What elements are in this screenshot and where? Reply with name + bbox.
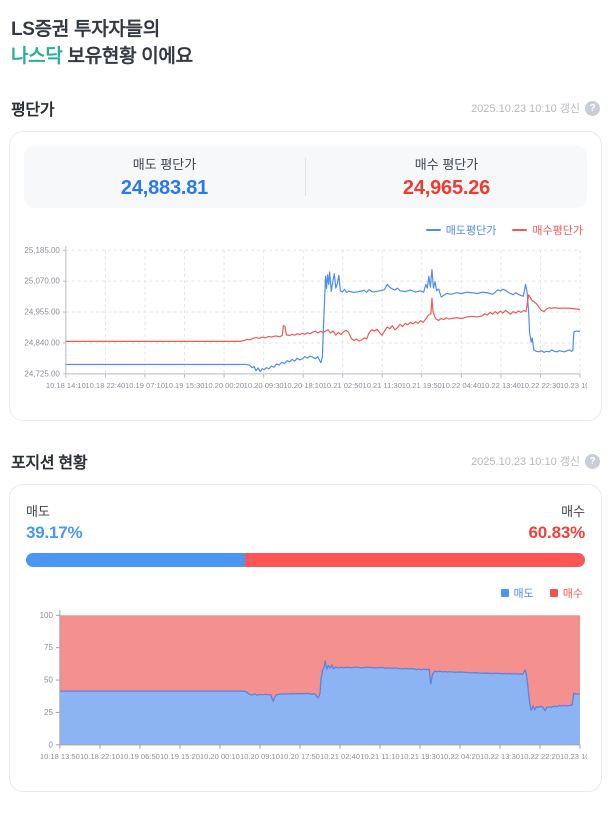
svg-text:10.23 10:10: 10.23 10:10 <box>560 381 587 390</box>
svg-text:10.21 11:30: 10.21 11:30 <box>363 381 402 390</box>
avg-price-card: 매도 평단가 24,883.81 매수 평단가 24,965.26 매도평단가 … <box>9 131 602 421</box>
title-line-2-rest: 보유현황 이에요 <box>62 46 194 67</box>
svg-text:24,840.00: 24,840.00 <box>24 339 60 348</box>
position-buy-col: 매수 60.83% <box>528 501 586 543</box>
buy-avg-label: 매수 평단가 <box>414 157 479 172</box>
svg-text:10.22 22:30: 10.22 22:30 <box>520 381 560 390</box>
summary-divider <box>305 158 306 196</box>
position-sell-value: 39.17% <box>26 523 83 542</box>
legend-item-buy-avg[interactable]: 매수평단가 <box>512 222 583 238</box>
svg-text:10.18 14:10: 10.18 14:10 <box>46 381 86 390</box>
svg-text:24,955.00: 24,955.00 <box>24 308 60 317</box>
legend-sell-label: 매도 <box>513 588 534 600</box>
buy-avg-summary: 매수 평단가 24,965.26 <box>306 154 587 200</box>
sell-avg-value: 24,883.81 <box>120 177 209 199</box>
page-title: LS증권 투자자들의 나스닥 보유현황 이에요 <box>9 16 602 70</box>
position-section: 포지션 현황 2025.10.23 10:10 갱신 ? 매도 39.17% 매… <box>9 449 602 792</box>
svg-text:75: 75 <box>44 643 53 652</box>
svg-text:10.18 13:50: 10.18 13:50 <box>40 752 80 761</box>
position-bar-sell <box>26 553 245 567</box>
avg-price-summary: 매도 평단가 24,883.81 매수 평단가 24,965.26 <box>24 146 587 208</box>
svg-text:10.21 11:10: 10.21 11:10 <box>360 752 399 761</box>
legend-buy-avg-label: 매수평단가 <box>532 225 583 237</box>
svg-text:10.19 06:50: 10.19 06:50 <box>120 752 160 761</box>
svg-text:10.22 04:20: 10.22 04:20 <box>440 752 480 761</box>
svg-text:10.23 10:10: 10.23 10:10 <box>560 752 587 761</box>
position-ratio-bar <box>26 553 585 567</box>
svg-text:10.18 22:40: 10.18 22:40 <box>85 381 125 390</box>
svg-text:10.18 22:10: 10.18 22:10 <box>80 752 120 761</box>
position-updated-meta: 2025.10.23 10:10 갱신 ? <box>471 453 600 469</box>
svg-text:10.22 13:40: 10.22 13:40 <box>481 381 521 390</box>
help-icon[interactable]: ? <box>585 453 600 469</box>
svg-text:25,185.00: 25,185.00 <box>24 246 60 255</box>
svg-text:10.22 22:20: 10.22 22:20 <box>520 752 560 761</box>
svg-text:25,070.00: 25,070.00 <box>24 277 60 286</box>
position-buy-value: 60.83% <box>528 523 586 542</box>
position-updated-text: 2025.10.23 10:10 갱신 <box>471 456 580 468</box>
square-swatch-blue-icon <box>500 589 509 597</box>
svg-text:0: 0 <box>48 740 53 749</box>
svg-text:10.20 00:10: 10.20 00:10 <box>200 752 240 761</box>
svg-text:10.20 09:10: 10.20 09:10 <box>240 752 280 761</box>
position-chart: 100 75 50 25 0 10.18 13:50 10.18 22:10 10.19 06… <box>40 610 587 761</box>
position-section-title: 포지션 현황 <box>11 455 88 472</box>
avg-price-chart: 25,185.00 25,070.00 24,955.00 24,840.00 24,7… <box>24 246 587 390</box>
svg-text:50: 50 <box>44 676 53 685</box>
legend-sell-avg-label: 매도평단가 <box>445 225 497 237</box>
svg-text:24,725.00: 24,725.00 <box>24 369 60 378</box>
avg-price-section-title: 평단가 <box>11 102 55 119</box>
avg-price-updated-text: 2025.10.23 10:10 갱신 <box>471 103 580 115</box>
square-swatch-red-icon <box>549 589 558 597</box>
svg-text:10.20 09:30: 10.20 09:30 <box>244 381 284 390</box>
avg-price-legend: 매도평단가 매수평단가 <box>24 222 587 238</box>
title-line-2: 나스닥 보유현황 이에요 <box>11 43 602 70</box>
avg-price-section-head: 평단가 2025.10.23 10:10 갱신 ? <box>9 96 602 120</box>
svg-text:10.19 15:20: 10.19 15:20 <box>160 752 200 761</box>
sell-avg-summary: 매도 평단가 24,883.81 <box>24 154 305 200</box>
svg-text:10.21 19:30: 10.21 19:30 <box>400 752 440 761</box>
position-bar-buy <box>244 553 585 567</box>
svg-text:10.20 17:50: 10.20 17:50 <box>280 752 320 761</box>
svg-text:10.20 18:10: 10.20 18:10 <box>283 381 323 390</box>
svg-text:25: 25 <box>44 708 53 717</box>
svg-text:10.21 02:50: 10.21 02:50 <box>323 381 363 390</box>
line-swatch-blue-icon <box>425 229 441 231</box>
svg-text:10.21 19:50: 10.21 19:50 <box>402 381 442 390</box>
help-icon[interactable]: ? <box>585 100 600 116</box>
svg-text:10.22 04:40: 10.22 04:40 <box>441 381 481 390</box>
position-values-row: 매도 39.17% 매수 60.83% <box>24 499 587 543</box>
position-legend: 매도 매수 <box>24 585 587 601</box>
svg-text:10.20 00:20: 10.20 00:20 <box>204 381 244 390</box>
avg-price-updated-meta: 2025.10.23 10:10 갱신 ? <box>471 100 600 116</box>
title-line-1: LS증권 투자자들의 <box>11 19 160 40</box>
legend-item-buy[interactable]: 매수 <box>549 585 583 601</box>
position-card: 매도 39.17% 매수 60.83% 매도 매수 <box>9 484 602 792</box>
legend-buy-label: 매수 <box>562 588 583 600</box>
svg-text:10.19 15:30: 10.19 15:30 <box>165 381 205 390</box>
svg-text:10.22 13:30: 10.22 13:30 <box>480 752 520 761</box>
avg-price-section: 평단가 2025.10.23 10:10 갱신 ? 매도 평단가 24,883.… <box>9 96 602 421</box>
position-sell-label: 매도 <box>26 504 50 519</box>
legend-item-sell[interactable]: 매도 <box>500 585 534 601</box>
svg-text:10.19 07:10: 10.19 07:10 <box>125 381 165 390</box>
svg-text:10.21 02:40: 10.21 02:40 <box>320 752 360 761</box>
position-sell-col: 매도 39.17% <box>26 501 83 543</box>
title-asset-name: 나스닥 <box>11 46 63 67</box>
svg-text:100: 100 <box>40 611 54 620</box>
page: LS증권 투자자들의 나스닥 보유현황 이에요 평단가 2025.10.23 1… <box>9 16 602 792</box>
position-section-head: 포지션 현황 2025.10.23 10:10 갱신 ? <box>9 449 602 473</box>
legend-item-sell-avg[interactable]: 매도평단가 <box>425 222 497 238</box>
position-buy-label: 매수 <box>561 504 585 519</box>
buy-avg-value: 24,965.26 <box>402 177 491 199</box>
line-swatch-red-icon <box>512 229 528 231</box>
sell-avg-label: 매도 평단가 <box>132 157 197 172</box>
